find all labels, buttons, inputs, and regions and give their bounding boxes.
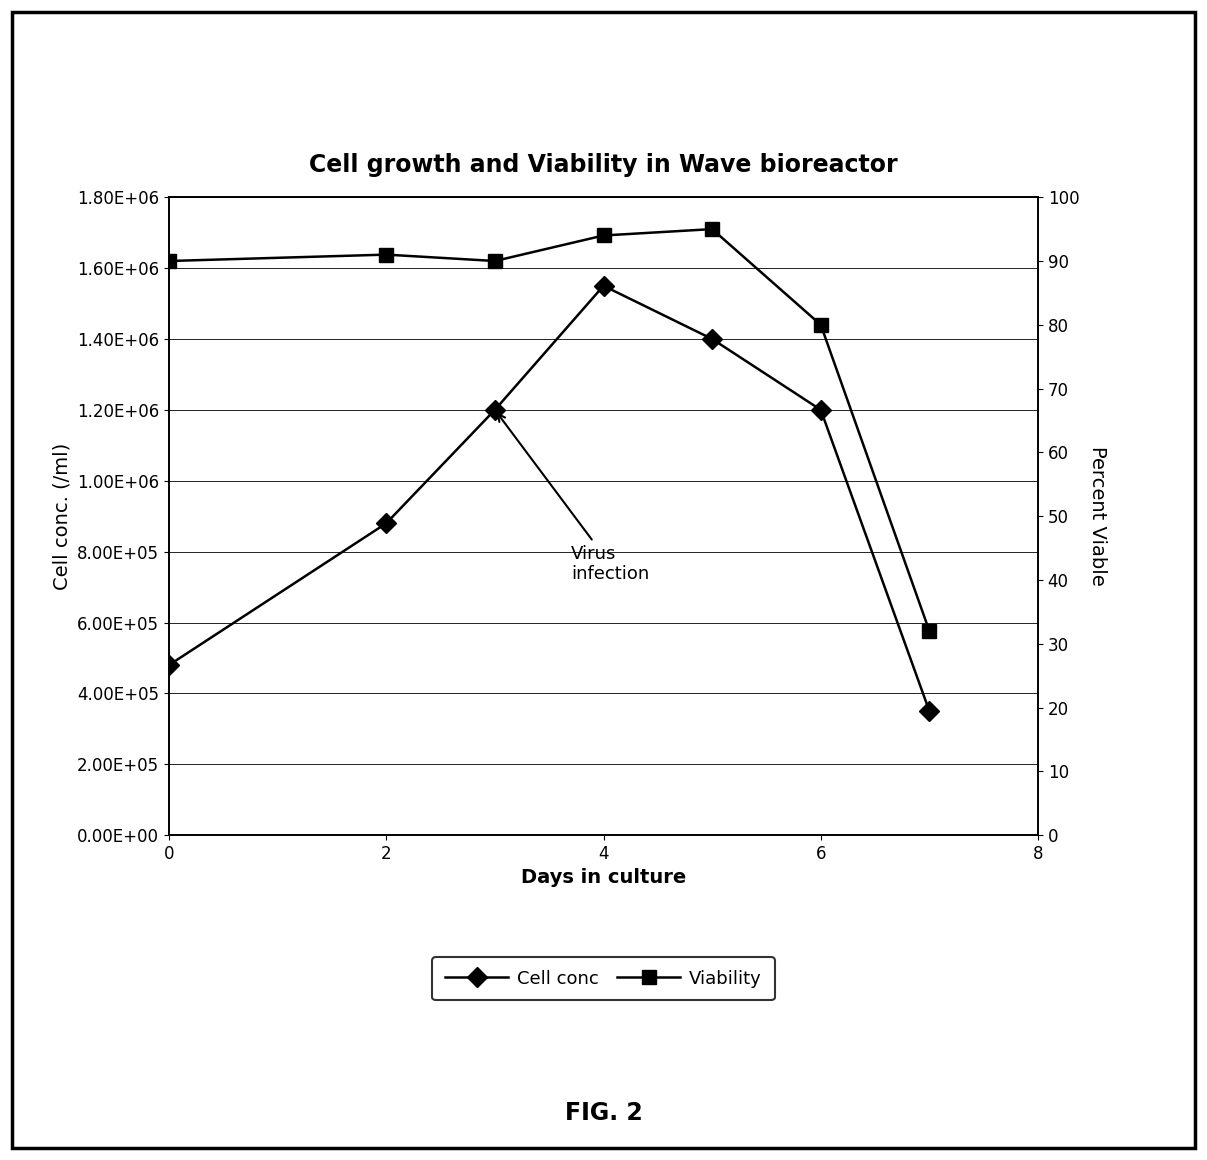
Cell conc xyxy=(488,403,502,416)
Viability xyxy=(814,318,828,332)
Title: Cell growth and Viability in Wave bioreactor: Cell growth and Viability in Wave biorea… xyxy=(309,153,898,177)
Cell conc xyxy=(705,332,719,346)
Viability xyxy=(922,624,937,638)
Line: Cell conc: Cell conc xyxy=(162,278,937,718)
Viability xyxy=(488,254,502,268)
Cell conc xyxy=(596,278,611,292)
Viability xyxy=(705,222,719,235)
Text: Virus
infection: Virus infection xyxy=(498,414,649,583)
Y-axis label: Percent Viable: Percent Viable xyxy=(1089,447,1107,586)
Cell conc xyxy=(162,658,176,672)
Text: FIG. 2: FIG. 2 xyxy=(565,1101,642,1125)
Viability xyxy=(162,254,176,268)
Cell conc xyxy=(922,704,937,718)
Y-axis label: Cell conc. (/ml): Cell conc. (/ml) xyxy=(52,443,71,589)
Legend: Cell conc, Viability: Cell conc, Viability xyxy=(432,957,775,1000)
X-axis label: Days in culture: Days in culture xyxy=(521,869,686,887)
Cell conc xyxy=(814,403,828,416)
Line: Viability: Viability xyxy=(162,223,937,638)
Cell conc xyxy=(379,516,393,530)
Viability xyxy=(596,229,611,242)
Viability xyxy=(379,247,393,261)
